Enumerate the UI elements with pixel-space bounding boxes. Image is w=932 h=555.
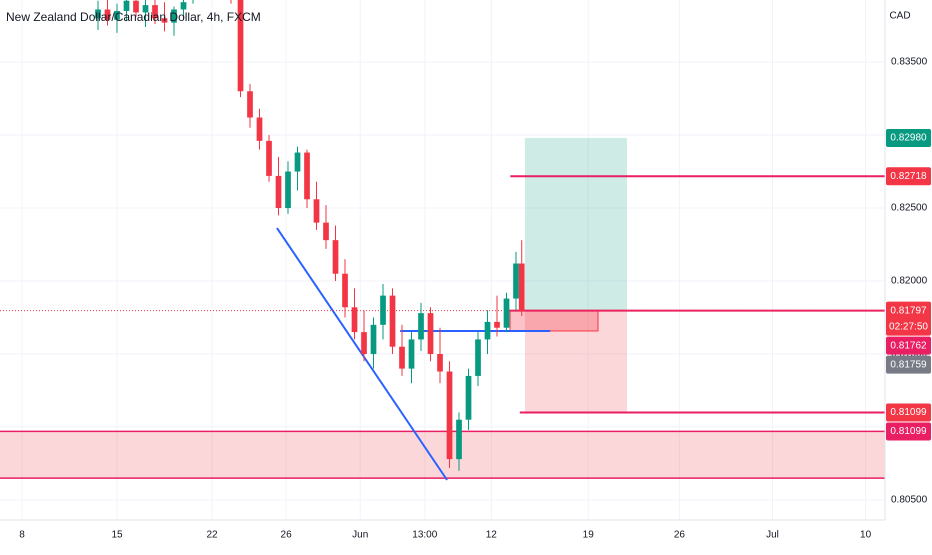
x-tick-label: Jun — [352, 530, 368, 541]
axes: 0.805000.810000.815000.820000.825000.830… — [19, 57, 931, 541]
x-tick-label: 19 — [583, 530, 595, 541]
candle-body — [437, 354, 443, 372]
candle-body — [389, 295, 396, 347]
candle-body — [380, 295, 386, 325]
candle-body — [518, 263, 525, 311]
price-label-box — [886, 128, 931, 147]
candle-body — [95, 9, 101, 19]
candle-body — [266, 140, 272, 176]
candle-body — [465, 375, 472, 420]
price-label: 0.81762 — [890, 340, 927, 351]
chart-title: New Zealand Dollar/Canadian Dollar, 4h, … — [6, 10, 261, 24]
price-label-box — [886, 167, 931, 186]
x-tick-label: 26 — [281, 530, 293, 541]
candle-body — [256, 117, 263, 141]
entry-box — [509, 310, 599, 332]
candle-body — [361, 332, 367, 355]
price-label: 0.81099 — [890, 426, 927, 437]
candle-body — [247, 91, 253, 118]
price-label: 0.82718 — [890, 171, 927, 182]
candle-body — [456, 419, 462, 460]
candle-body — [161, 18, 168, 23]
candle-body — [313, 199, 320, 223]
y-tick-label: 0.82500 — [891, 203, 928, 214]
x-tick-label: 15 — [111, 530, 123, 541]
price-label: 0.82980 — [890, 133, 927, 144]
price-label: 0.81759 — [890, 359, 927, 370]
candle-body — [475, 339, 481, 376]
candle-body — [123, 0, 130, 11]
candle-body — [171, 9, 177, 23]
y-tick-label: 0.80500 — [891, 495, 928, 506]
candle-body — [332, 240, 339, 274]
y-tick-label: 0.83500 — [891, 57, 928, 68]
candle-body — [180, 2, 187, 10]
x-tick-label: 26 — [674, 530, 686, 541]
candle-body — [142, 5, 149, 13]
countdown: 02:27:50 — [889, 321, 928, 332]
candle-body — [152, 5, 158, 19]
candle-body — [484, 321, 491, 340]
position-target — [524, 137, 627, 311]
candle-body — [304, 152, 310, 200]
candle-body — [427, 313, 434, 355]
candle-body — [323, 222, 329, 241]
price-label-box — [886, 422, 931, 441]
candle-body — [513, 263, 519, 299]
candle-body — [408, 339, 415, 369]
price-label-box — [886, 355, 931, 374]
price-label-box — [886, 403, 931, 422]
price-label-box — [886, 301, 931, 336]
zone — [0, 431, 885, 479]
grid — [0, 0, 885, 520]
x-tick-label: 8 — [19, 530, 25, 541]
candle-body — [399, 346, 405, 369]
candle-body — [133, 0, 139, 13]
price-label: 0.81797 — [890, 305, 927, 316]
candle-body — [114, 10, 120, 20]
candle-body — [503, 298, 510, 328]
x-tick-label: 12 — [486, 530, 498, 541]
price-label: 0.81099 — [890, 407, 927, 418]
price-label-box — [886, 336, 931, 355]
plot-area — [0, 0, 885, 481]
x-tick-label: Jul — [766, 530, 779, 541]
candle-body — [418, 313, 424, 340]
x-tick-label: 22 — [206, 530, 218, 541]
candle-body — [104, 9, 111, 20]
candle-body — [237, 0, 244, 92]
candle-body — [342, 273, 348, 308]
candle-body — [275, 175, 282, 209]
x-tick-label: 10 — [860, 530, 872, 541]
axis-unit: CAD — [889, 11, 910, 22]
position-stop — [524, 310, 627, 413]
candle-body — [294, 152, 301, 172]
candle-body — [285, 171, 291, 209]
candle-body — [494, 321, 500, 328]
candle-body — [446, 371, 453, 460]
x-tick-label: 13:00 — [412, 530, 437, 541]
candle-body — [351, 307, 358, 333]
candle-body — [370, 324, 377, 355]
y-tick-label: 0.82000 — [891, 276, 928, 287]
